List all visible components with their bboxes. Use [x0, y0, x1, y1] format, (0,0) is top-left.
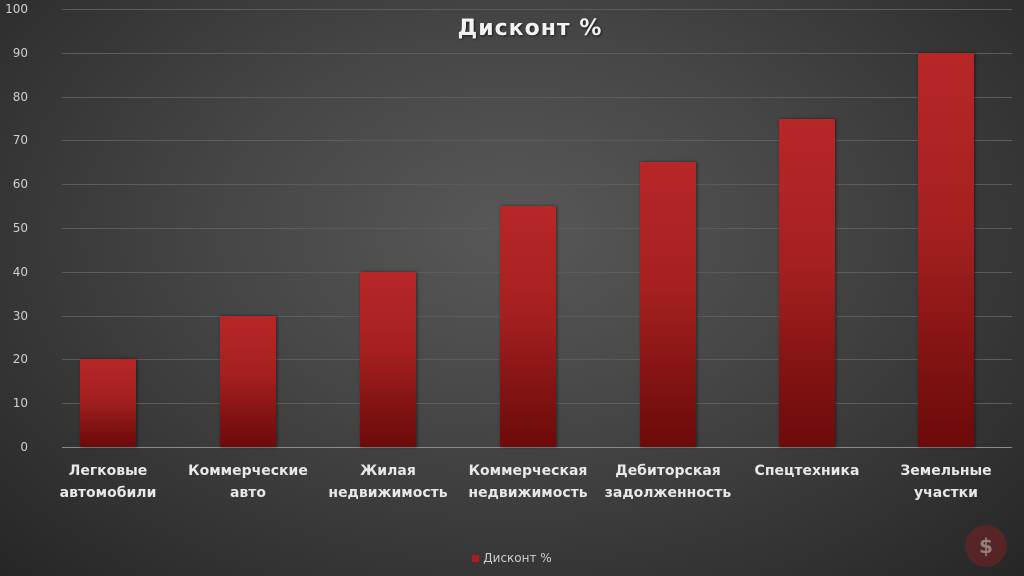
x-tick-label: Земельные участки: [876, 460, 1016, 504]
gridline: [62, 52, 1012, 54]
x-tick-label: Коммерческая недвижимость: [458, 460, 598, 504]
bar: [640, 162, 696, 447]
gridline: [62, 9, 1012, 10]
y-tick-label: 40: [12, 264, 28, 279]
y-tick-label: 90: [12, 45, 28, 60]
gridline: [62, 140, 1012, 142]
x-tick-label-line: Коммерческие: [188, 463, 308, 479]
gridline: [62, 96, 1012, 98]
bar: [500, 206, 556, 447]
y-tick-label: 80: [12, 89, 28, 104]
x-tick-label-line: участки: [914, 485, 978, 501]
x-tick-label-line: Дебиторская: [615, 463, 721, 479]
x-tick-label: Легковые автомобили: [38, 460, 178, 504]
y-tick-label: 50: [12, 221, 28, 235]
y-tick-label: 0: [20, 440, 28, 454]
y-tick-label: 30: [12, 308, 28, 323]
x-tick-label-line: Легковые: [68, 463, 148, 479]
bar: [80, 359, 136, 447]
x-tick-label-line: Спецтехника: [754, 463, 860, 479]
bar: [360, 271, 416, 447]
x-axis-line: [62, 447, 1012, 448]
x-tick-label-line: Жилая: [360, 463, 416, 479]
x-tick-label-line: задолженность: [604, 485, 732, 501]
x-tick-label-line: Коммерческая: [468, 463, 588, 479]
x-tick-label: Спецтехника: [737, 460, 877, 504]
gridline: [62, 184, 1012, 186]
x-tick-label: Жилая недвижимость: [318, 460, 458, 504]
y-tick-label: 10: [12, 396, 28, 411]
bar: [779, 118, 835, 447]
x-tick-label-line: автомобили: [59, 485, 157, 501]
legend: Дисконт %: [0, 551, 1024, 565]
x-tick-label-line: недвижимость: [468, 485, 588, 501]
x-tick-label-line: Земельные: [900, 463, 992, 479]
x-tick-label: Дебиторская задолженность: [598, 460, 738, 504]
x-tick-label-line: [737, 482, 877, 504]
bar: [220, 315, 276, 447]
legend-label: Дисконт %: [483, 551, 552, 565]
y-tick-label: 100: [5, 2, 28, 16]
chart-title: Дисконт %: [457, 16, 603, 41]
y-tick-label: 60: [12, 177, 28, 192]
x-tick-label-line: авто: [229, 485, 267, 501]
y-tick-label: 20: [12, 352, 28, 367]
x-tick-label-line: недвижимость: [328, 485, 448, 501]
x-tick-label: Коммерческие авто: [178, 460, 318, 504]
y-tick-label: 70: [12, 133, 28, 148]
legend-swatch-icon: [472, 555, 480, 562]
bar: [918, 52, 974, 447]
watermark-dollar-icon: $: [965, 525, 1007, 567]
plot-area: [62, 9, 1012, 448]
